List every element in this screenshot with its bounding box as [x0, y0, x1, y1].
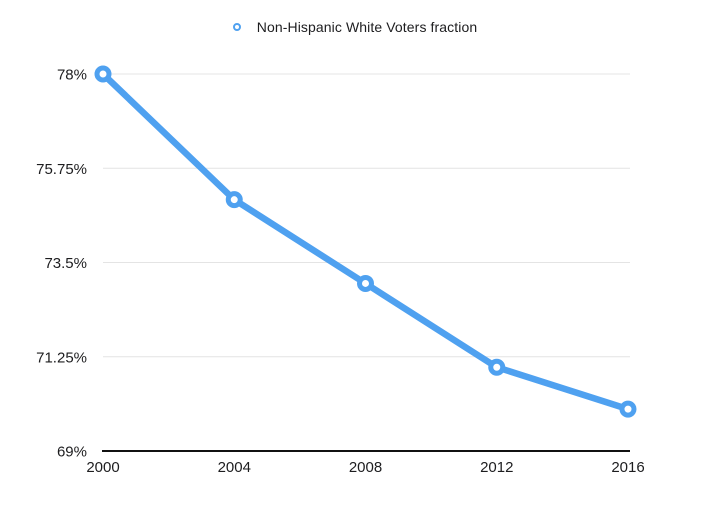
x-tick-label: 2016 — [611, 459, 644, 476]
data-point-marker — [619, 400, 637, 418]
x-tick-label: 2012 — [480, 459, 513, 476]
x-tick-label: 2004 — [218, 459, 251, 476]
legend-ring-icon — [232, 23, 241, 31]
data-point-marker — [488, 358, 506, 376]
data-line — [99, 70, 632, 413]
x-tick-label: 2008 — [349, 459, 382, 476]
legend-label: Non-Hispanic White Voters fraction — [256, 19, 478, 35]
x-tick-label: 2000 — [86, 459, 119, 476]
chart-legend: Non-Hispanic White Voters fraction — [0, 19, 710, 35]
y-tick-label: 69% — [57, 444, 87, 461]
y-tick-label: 75.75% — [36, 161, 87, 178]
data-point-marker — [94, 65, 112, 83]
y-tick-label: 71.25% — [36, 349, 87, 366]
data-point-marker — [357, 274, 374, 292]
y-tick-label: 78% — [57, 67, 87, 84]
data-point-marker — [225, 191, 243, 209]
y-tick-label: 73.5% — [44, 255, 87, 272]
